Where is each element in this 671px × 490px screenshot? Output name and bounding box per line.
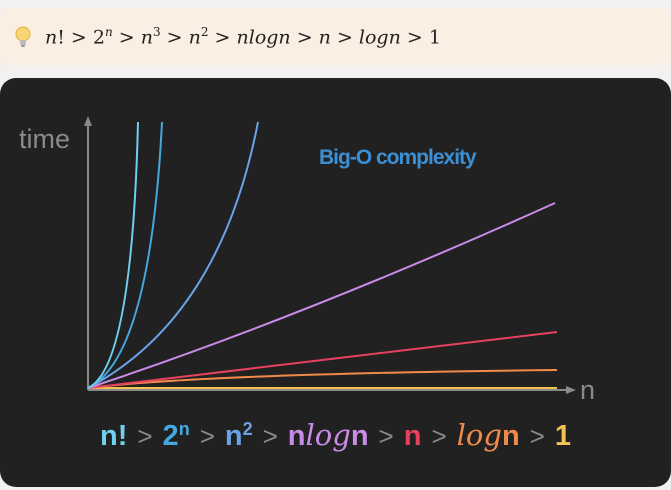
curve-linear	[87, 331, 558, 389]
x-axis-arrow	[566, 386, 576, 394]
order-item-logn: logn	[456, 418, 520, 452]
formula-part: ! > 2	[57, 26, 105, 49]
greater-than-separator: >	[199, 421, 215, 451]
curve-factorial	[87, 121, 139, 389]
greater-than-separator: >	[431, 421, 447, 451]
formula-part: >	[208, 26, 237, 49]
greater-than-separator: >	[529, 421, 545, 451]
formula-part: >	[160, 26, 189, 49]
formula-part: n	[188, 26, 201, 49]
formula-part: >	[112, 26, 141, 49]
formula-part: logn	[358, 26, 401, 49]
order-item-exponential: 2n	[162, 419, 190, 452]
formula-part: n	[318, 26, 331, 49]
greater-than-separator: >	[137, 421, 153, 451]
curve-nlogn	[87, 202, 556, 389]
order-item-nlogn: nlogn	[287, 418, 369, 452]
formula-part: >	[290, 26, 319, 49]
big-o-chart: time n Big-O complexity	[19, 116, 595, 405]
big-o-chart-card: time n Big-O complexity n! >2n > n2 > nlogn > n…	[0, 78, 671, 487]
formula-part: 3	[152, 25, 161, 39]
order-item-linear: n	[403, 420, 422, 452]
complexity-order-formula: n! > 2n > n3 > n2 > nlogn > n > logn > 1	[45, 25, 441, 48]
lightbulb-icon	[15, 26, 31, 47]
y-axis-arrow	[84, 116, 92, 126]
formula-part: >	[330, 26, 359, 49]
formula-part: n	[104, 25, 113, 39]
formula-part: n	[45, 26, 58, 49]
order-item-constant: 1	[554, 420, 571, 452]
curve-quadratic	[87, 121, 259, 389]
formula-part: > 1	[400, 26, 441, 49]
order-item-factorial: n!	[99, 420, 128, 452]
greater-than-separator: >	[378, 421, 394, 451]
tip-callout: n! > 2n > n3 > n2 > nlogn > n > logn > 1	[0, 8, 671, 65]
greater-than-separator: >	[262, 421, 278, 451]
complexity-order-legend: n! >2n > n2 > nlogn > n > logn >1	[0, 418, 671, 453]
formula-part: 2	[200, 25, 209, 39]
chart-title: Big-O complexity	[319, 146, 477, 169]
curve-exponential	[87, 121, 163, 389]
order-item-quadratic: n2	[224, 419, 253, 452]
x-axis-label: n	[580, 375, 595, 405]
formula-part: nlogn	[236, 26, 291, 49]
formula-part: n	[140, 26, 153, 49]
y-axis-label: time	[19, 124, 70, 154]
